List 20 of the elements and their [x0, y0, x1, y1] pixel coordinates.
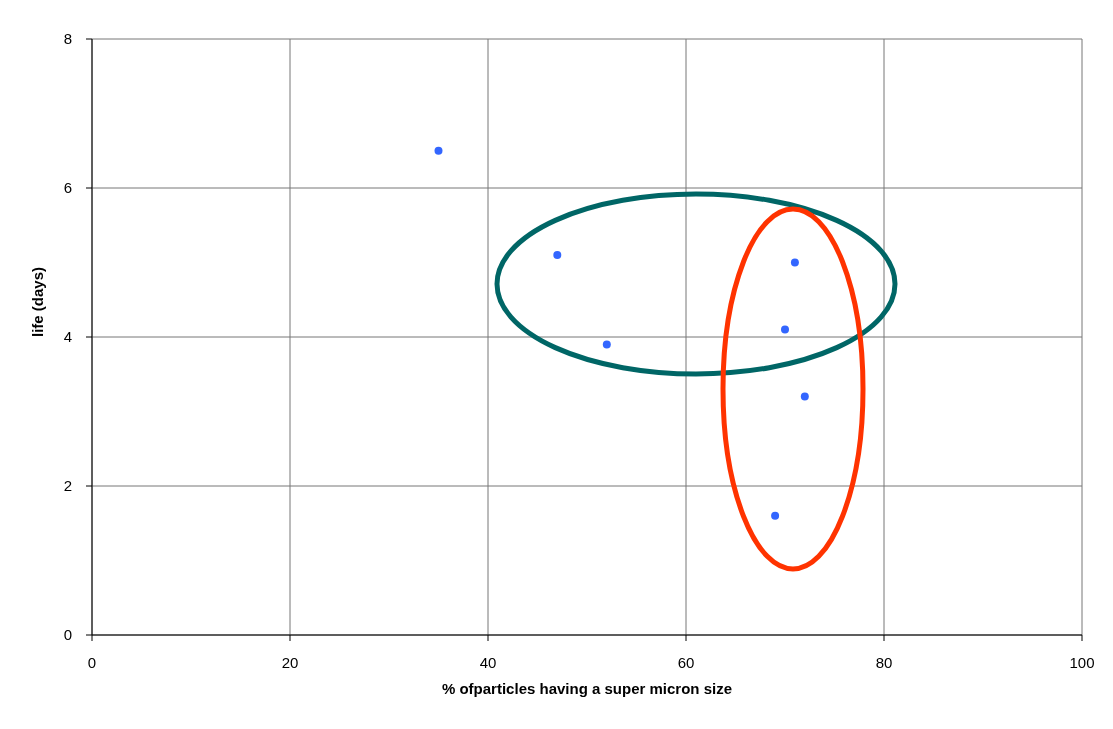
- y-tick-label: 0: [63, 626, 72, 644]
- y-axis-title: life (days): [29, 266, 47, 337]
- point: [790, 258, 799, 267]
- x-tick-label: 0: [87, 653, 97, 671]
- y-tick-label: 6: [63, 179, 72, 197]
- x-axis-title: % ofparticles having a super micron size: [441, 679, 733, 697]
- point: [781, 325, 789, 334]
- point: [771, 511, 780, 520]
- point: [553, 251, 562, 260]
- x-tick-label: 100: [1069, 653, 1095, 671]
- x-tick-label: 60: [677, 653, 695, 671]
- y-tick-label: 4: [63, 328, 72, 346]
- point: [602, 340, 611, 349]
- point: [434, 146, 443, 155]
- y-tick-label: 8: [63, 30, 72, 48]
- y-tick-label: 2: [63, 477, 72, 495]
- x-tick-label: 40: [479, 653, 497, 671]
- point: [800, 392, 809, 401]
- x-tick-label: 20: [281, 653, 299, 671]
- x-tick-label: 80: [875, 653, 893, 671]
